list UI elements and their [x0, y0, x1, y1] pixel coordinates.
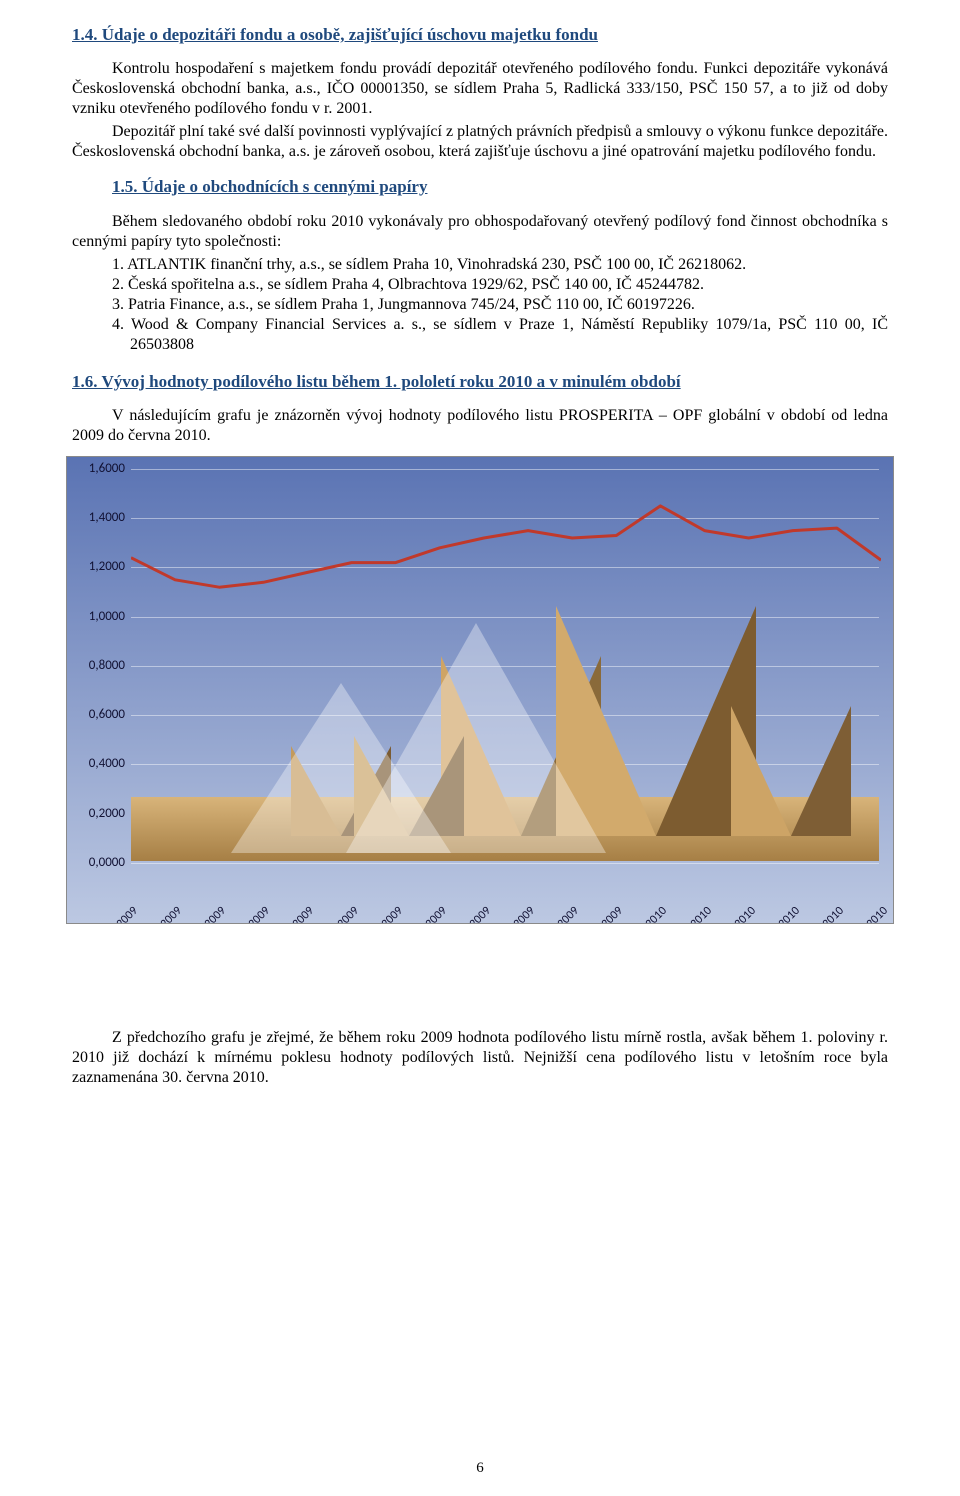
y-tick-label: 0,8000 — [67, 658, 125, 674]
x-tick-label: 1.9.2009 — [454, 904, 495, 924]
y-tick-label: 1,2000 — [67, 559, 125, 575]
x-tick-label: 1.1.2010 — [630, 904, 671, 924]
heading-1-5: 1.5. Údaje o obchodnících s cennými papí… — [112, 176, 888, 197]
y-tick-label: 1,6000 — [67, 461, 125, 477]
para-15-intro: Během sledovaného období roku 2010 vykon… — [72, 212, 888, 252]
x-tick-label: 1.4.2009 — [233, 904, 274, 924]
x-tick-label: 1.8.2009 — [410, 904, 451, 924]
x-tick-label: 1.1.2009 — [101, 904, 142, 924]
para-16-1: V následujícím grafu je znázorněn vývoj … — [72, 406, 888, 446]
page-number: 6 — [0, 1459, 960, 1478]
x-tick-label: 1.6.2010 — [851, 904, 892, 924]
list-item: 1. ATLANTIK finanční trhy, a.s., se sídl… — [112, 255, 888, 275]
line-chart: 0,0000 0,2000 0,4000 0,6000 0,8000 1,0000 1,20… — [66, 456, 894, 924]
x-tick-label: 1.7.2009 — [366, 904, 407, 924]
y-tick-label: 1,4000 — [67, 510, 125, 526]
y-tick-label: 1,0000 — [67, 608, 125, 624]
x-tick-label: 1.4.2010 — [763, 904, 804, 924]
list-item: 3. Patria Finance, a.s., se sídlem Praha… — [112, 295, 888, 315]
para-14-1: Kontrolu hospodaření s majetkem fondu pr… — [72, 59, 888, 119]
y-tick-label: 0,2000 — [67, 805, 125, 821]
list-item: 2. Česká spořitelna a.s., se sídlem Prah… — [112, 275, 888, 295]
chart-container: 0,0000 0,2000 0,4000 0,6000 0,8000 1,0000 1,20… — [66, 456, 894, 924]
list-item: 4. Wood & Company Financial Services a. … — [130, 315, 888, 355]
line-series — [131, 469, 881, 863]
para-14-2: Depozitář plní také své další povinnosti… — [72, 122, 888, 162]
x-tick-label: 1.2.2009 — [145, 904, 186, 924]
y-tick-label: 0,4000 — [67, 756, 125, 772]
x-tick-label: 1.3.2010 — [719, 904, 760, 924]
x-tick-label: 1.5.2010 — [807, 904, 848, 924]
heading-1-4: 1.4. Údaje o depozitáři fondu a osobě, z… — [72, 24, 888, 45]
para-footnote: Z předchozího grafu je zřejmé, že během … — [72, 1028, 888, 1088]
x-tick-label: 1.6.2009 — [321, 904, 362, 924]
y-tick-label: 0,0000 — [67, 855, 125, 871]
heading-1-6: 1.6. Vývoj hodnoty podílového listu běhe… — [72, 371, 888, 392]
x-tick-label: 1.11.2009 — [538, 904, 583, 924]
x-tick-label: 1.12.2009 — [582, 904, 627, 924]
x-tick-label: 1.5.2009 — [277, 904, 318, 924]
plot-area — [131, 469, 879, 861]
x-tick-label: 1.2.2010 — [674, 904, 715, 924]
x-tick-label: 1.3.2009 — [189, 904, 230, 924]
x-tick-label: 1.10.2009 — [494, 904, 539, 924]
y-tick-label: 0,6000 — [67, 707, 125, 723]
